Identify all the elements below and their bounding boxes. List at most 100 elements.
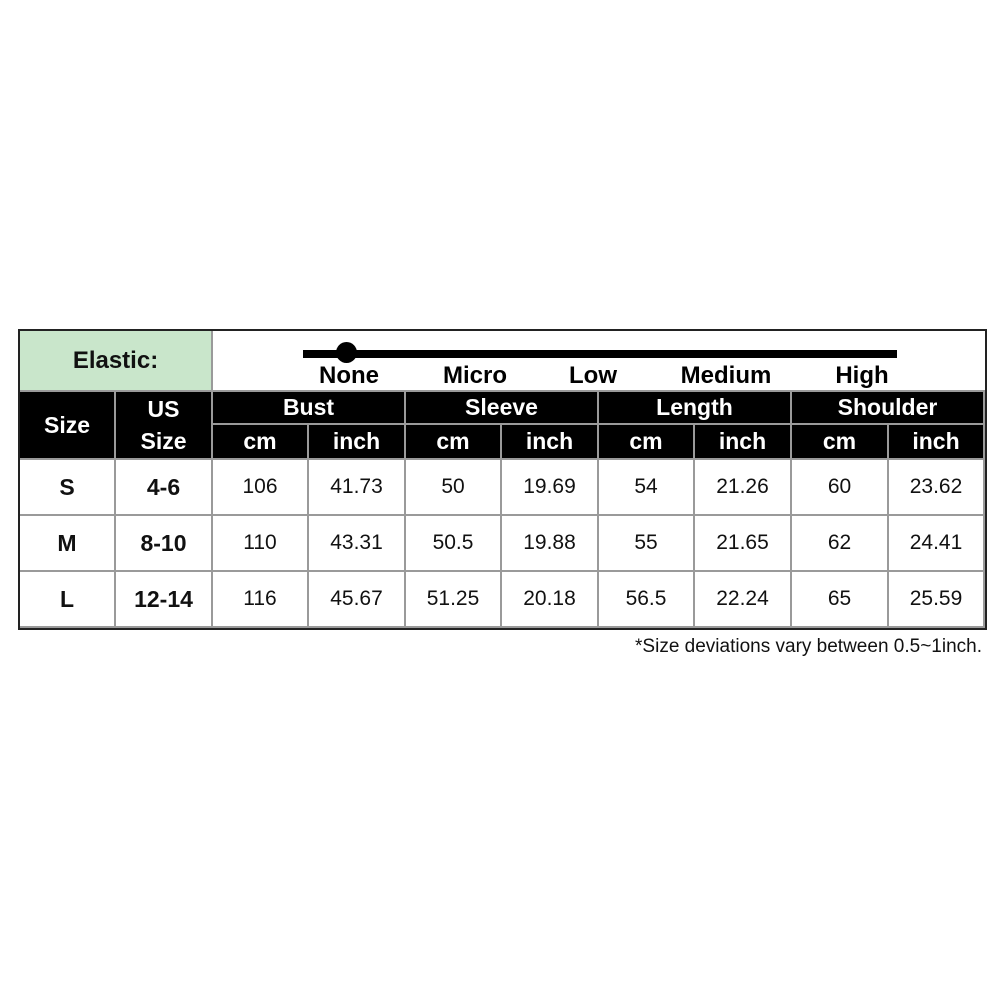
- row-size: S: [20, 460, 116, 516]
- header-size-text: Size: [43, 411, 91, 438]
- elastic-scale-track: [303, 350, 897, 358]
- header-bust-inch: inch: [309, 425, 406, 460]
- cell-value: 106: [242, 475, 278, 498]
- size-chart: [18, 329, 987, 630]
- elastic-level-low: Low: [569, 362, 617, 389]
- cell-value: 62: [827, 531, 852, 554]
- cell-value: 50: [441, 475, 465, 498]
- header-shoulder-text: Shoulder: [837, 394, 938, 420]
- cell-value: 21.65: [716, 531, 769, 554]
- header-bust-cm: cm: [213, 425, 309, 460]
- cell-value: 110: [243, 531, 277, 554]
- cell-value: 50.5: [432, 531, 474, 554]
- table-cell: 51.25: [406, 572, 502, 628]
- us-size-value: 8-10: [140, 529, 187, 556]
- header-length-cm: cm: [599, 425, 695, 460]
- cell-value: 56.5: [625, 587, 667, 610]
- table-cell: 110: [213, 516, 309, 572]
- cell-value: 41.73: [330, 475, 383, 498]
- cell-value: 19.88: [523, 531, 576, 554]
- elastic-level-micro: Micro: [442, 362, 508, 389]
- table-cell: 54: [599, 460, 695, 516]
- row-us-size: 12-14: [116, 572, 213, 628]
- row-size: M: [20, 516, 116, 572]
- table-cell: 19.88: [502, 516, 599, 572]
- footnote: *Size deviations vary between 0.5~1inch.: [635, 636, 982, 657]
- table-cell: 43.31: [309, 516, 406, 572]
- cell-value: 65: [827, 587, 852, 610]
- header-bust: Bust: [213, 392, 406, 425]
- header-bust-text: Bust: [282, 394, 335, 420]
- header-length-inch: inch: [695, 425, 792, 460]
- elastic-level-none: None: [319, 362, 379, 389]
- table-cell: 55: [599, 516, 695, 572]
- header-shoulder: Shoulder: [792, 392, 985, 425]
- cell-value: 45.67: [330, 587, 383, 610]
- size-value: L: [59, 585, 75, 612]
- header-us-size: US Size: [116, 392, 213, 460]
- table-cell: 106: [213, 460, 309, 516]
- cell-value: 55: [634, 531, 658, 554]
- cell-value: 21.26: [716, 475, 769, 498]
- header-sleeve-inch: inch: [502, 425, 599, 460]
- table-cell: 19.69: [502, 460, 599, 516]
- table-cell: 65: [792, 572, 889, 628]
- size-value: S: [59, 473, 75, 500]
- table-cell: 116: [213, 572, 309, 628]
- unit-inch: inch: [332, 428, 381, 454]
- header-sleeve: Sleeve: [406, 392, 599, 425]
- header-shoulder-cm: cm: [792, 425, 889, 460]
- unit-inch: inch: [718, 428, 767, 454]
- table-cell: 21.65: [695, 516, 792, 572]
- elastic-level-high: High: [835, 362, 889, 389]
- cell-value: 25.59: [909, 587, 963, 610]
- size-value: M: [57, 529, 77, 556]
- unit-inch: inch: [912, 428, 960, 454]
- header-length-text: Length: [656, 394, 733, 420]
- header-sleeve-text: Sleeve: [465, 394, 538, 420]
- table-cell: 22.24: [695, 572, 792, 628]
- cell-value: 116: [243, 587, 277, 610]
- elastic-label-cell: Elastic:: [20, 331, 213, 392]
- us-size-value: 12-14: [134, 585, 193, 612]
- cell-value: 60: [827, 475, 852, 498]
- header-us-size-text: Size: [140, 428, 187, 454]
- unit-cm: cm: [629, 428, 663, 454]
- cell-value: 22.24: [716, 587, 769, 610]
- table-cell: 45.67: [309, 572, 406, 628]
- table-cell: 50: [406, 460, 502, 516]
- us-size-value: 4-6: [146, 473, 181, 500]
- row-size: L: [20, 572, 116, 628]
- unit-cm: cm: [822, 428, 857, 454]
- header-length: Length: [599, 392, 792, 425]
- table-cell: 25.59: [889, 572, 985, 628]
- unit-inch: inch: [525, 428, 574, 454]
- elastic-scale: [213, 331, 985, 392]
- cell-value: 20.18: [523, 587, 576, 610]
- unit-cm: cm: [436, 428, 470, 454]
- table-cell: 24.41: [889, 516, 985, 572]
- table-cell: 50.5: [406, 516, 502, 572]
- header-sleeve-cm: cm: [406, 425, 502, 460]
- row-us-size: 8-10: [116, 516, 213, 572]
- table-cell: 62: [792, 516, 889, 572]
- cell-value: 19.69: [523, 475, 576, 498]
- header-shoulder-inch: inch: [889, 425, 985, 460]
- row-us-size: 4-6: [116, 460, 213, 516]
- table-cell: 21.26: [695, 460, 792, 516]
- header-size: Size: [20, 392, 116, 460]
- cell-value: 43.31: [330, 531, 383, 554]
- elastic-level-medium: Medium: [680, 362, 772, 389]
- cell-value: 23.62: [909, 475, 963, 498]
- elastic-scale-marker: [336, 342, 357, 363]
- table-cell: 56.5: [599, 572, 695, 628]
- cell-value: 51.25: [426, 587, 480, 610]
- table-cell: 41.73: [309, 460, 406, 516]
- table-cell: 60: [792, 460, 889, 516]
- table-cell: 20.18: [502, 572, 599, 628]
- unit-cm: cm: [243, 428, 277, 454]
- header-us-text: US: [147, 396, 180, 422]
- cell-value: 54: [634, 475, 658, 498]
- elastic-label: Elastic:: [72, 346, 159, 374]
- table-cell: 23.62: [889, 460, 985, 516]
